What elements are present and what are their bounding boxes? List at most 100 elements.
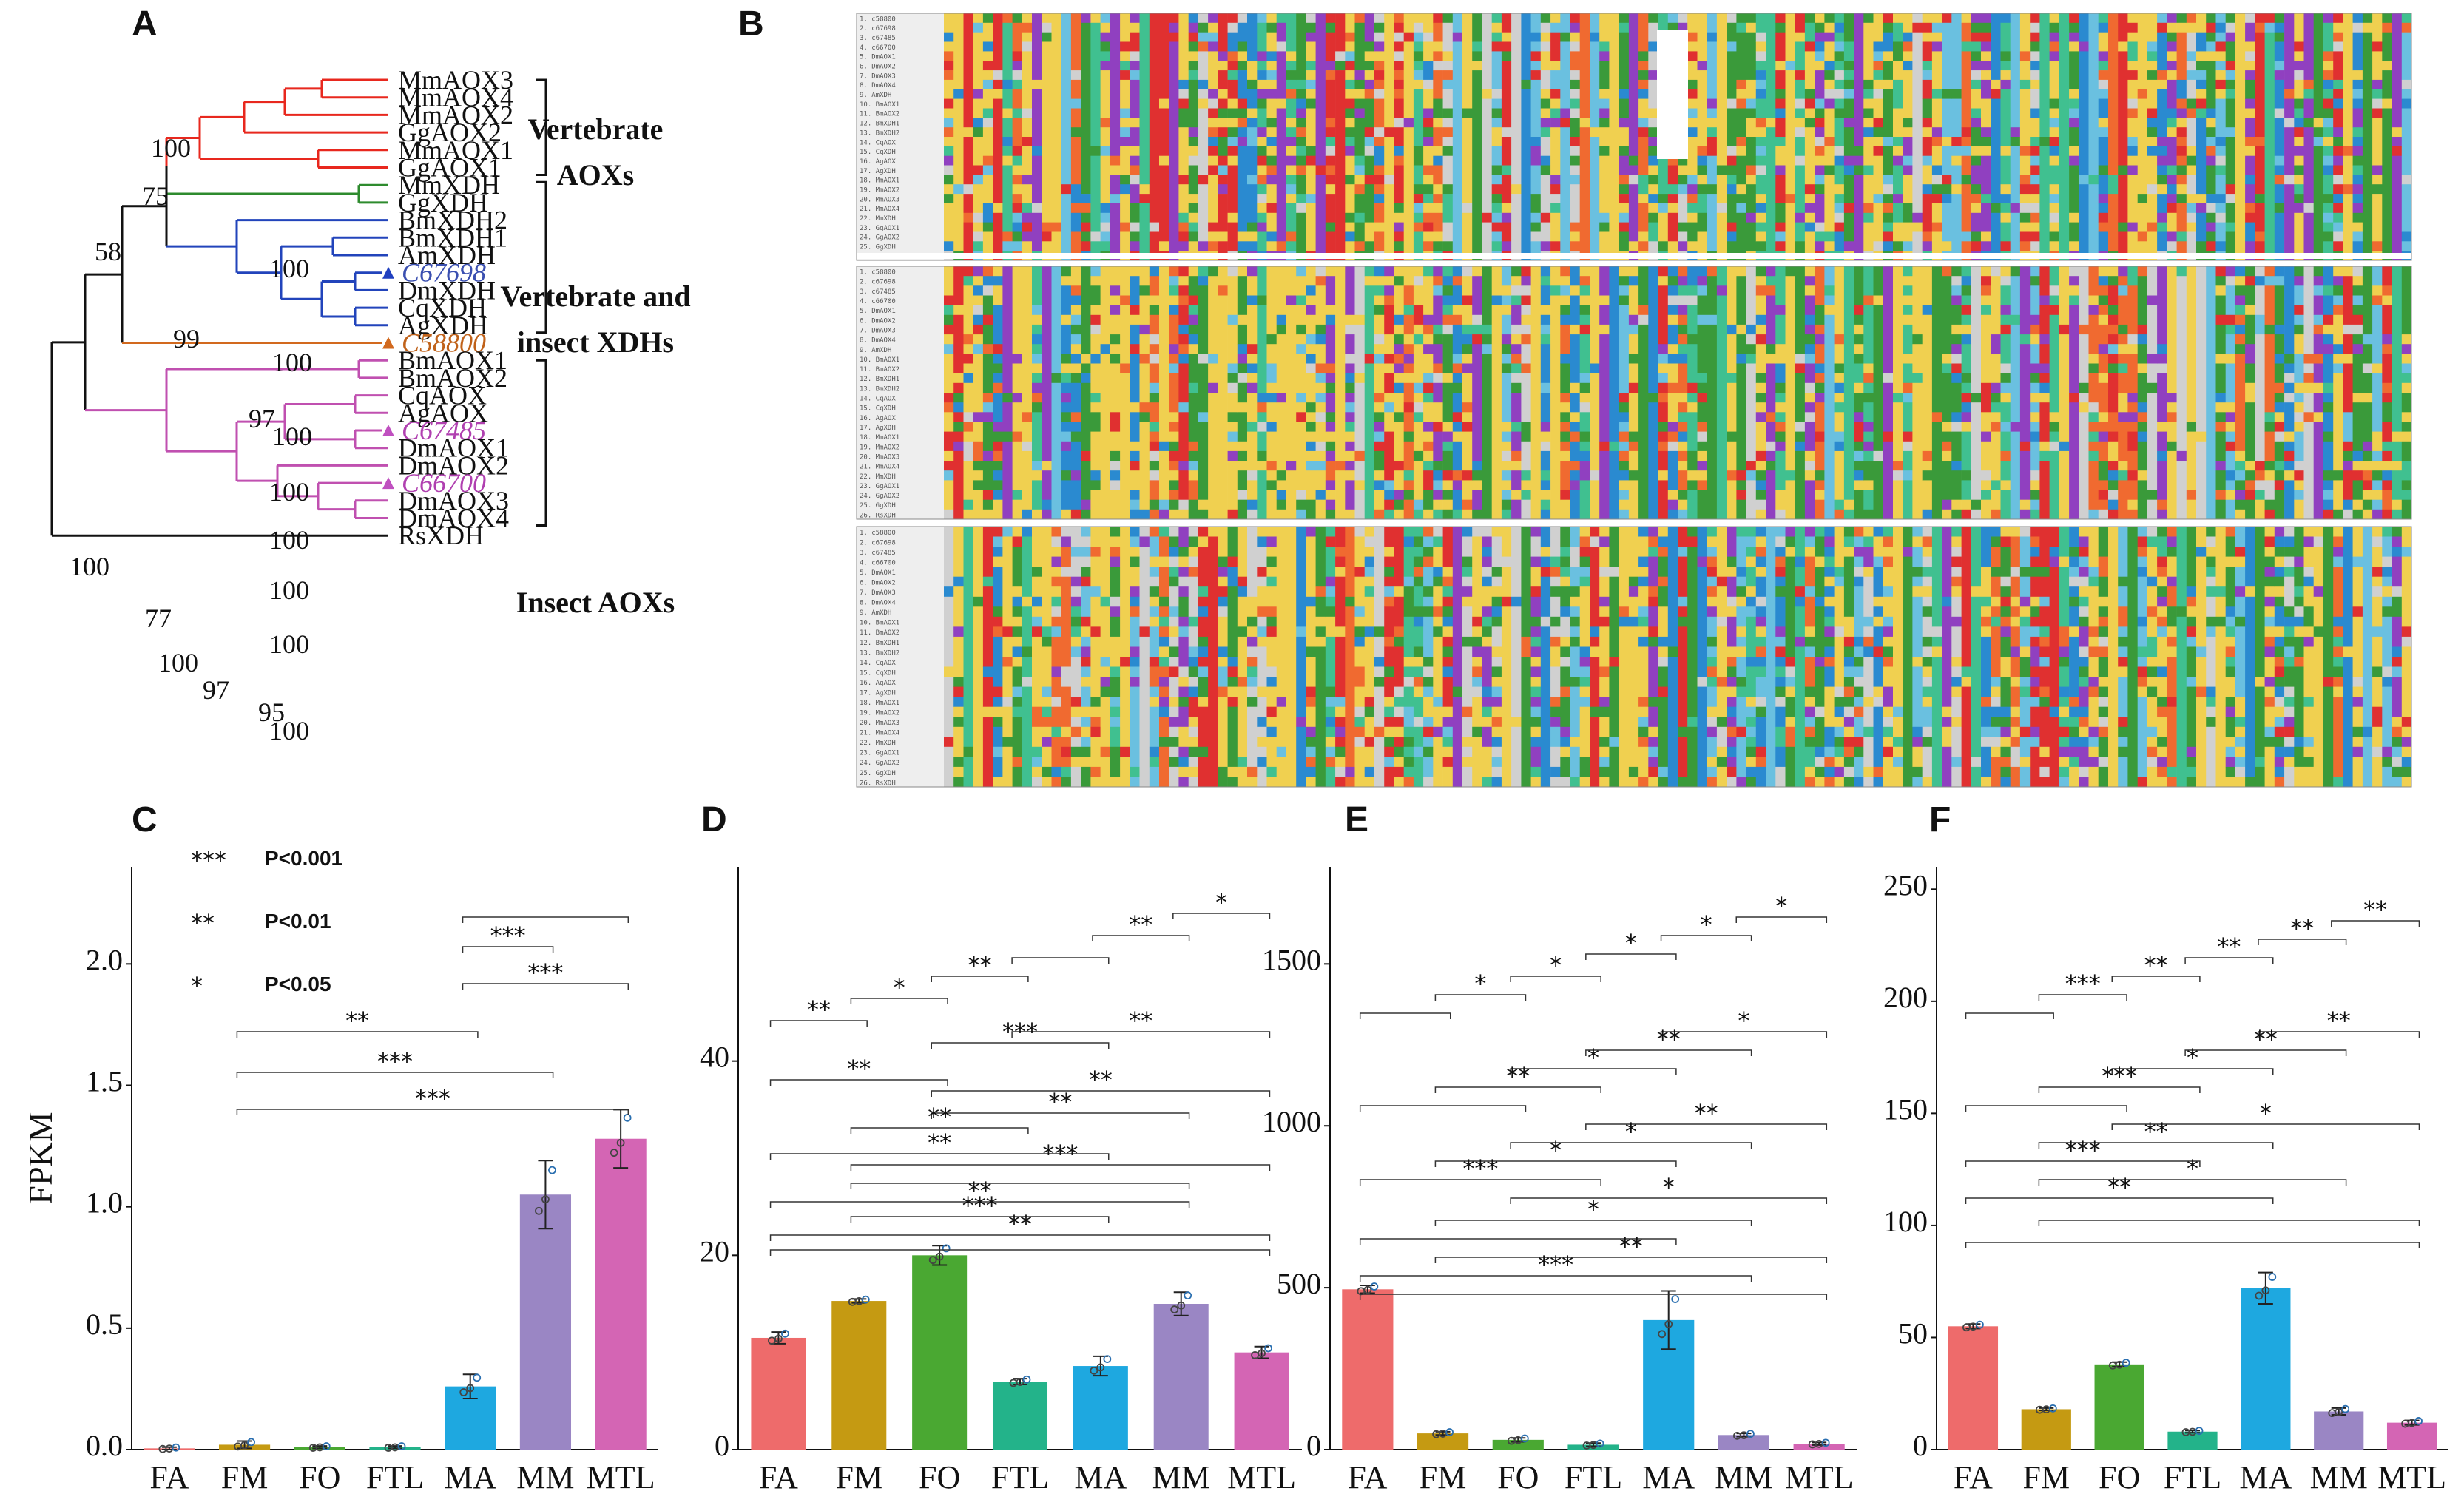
- alignment-residue-block: [1971, 89, 1982, 109]
- alignment-residue-block: [1795, 222, 1806, 242]
- alignment-residue-block: [1090, 155, 1101, 232]
- alignment-residue-block: [1775, 509, 1786, 520]
- alignment-residue-block: [1687, 285, 1698, 296]
- alignment-residue-block: [2030, 51, 2040, 61]
- alignment-residue-block: [1384, 646, 1394, 667]
- alignment-residue-block: [1716, 295, 1727, 520]
- alignment-residue-block: [1413, 616, 1424, 627]
- alignment-residue-block: [1384, 726, 1394, 737]
- alignment-residue-block: [1482, 726, 1493, 748]
- alignment-residue-block: [2274, 266, 2285, 277]
- alignment-residue-block: [1638, 305, 1649, 316]
- alignment-residue-block: [2030, 285, 2040, 316]
- alignment-sequence-label: 12. BmXDH1: [860, 640, 899, 647]
- alignment-residue-block: [963, 127, 974, 138]
- alignment-residue-block: [2049, 155, 2060, 166]
- alignment-residue-block: [1433, 547, 1443, 567]
- alignment-residue-block: [2039, 137, 2050, 147]
- alignment-residue-block: [1648, 203, 1658, 214]
- alignment-residue-block: [1815, 241, 1825, 251]
- alignment-residue-block: [1325, 746, 1336, 757]
- alignment-residue-block: [1374, 70, 1385, 81]
- alignment-residue-block: [1335, 706, 1346, 717]
- alignment-residue-block: [1795, 441, 1806, 452]
- alignment-residue-block: [1354, 536, 1366, 567]
- alignment-residue-block: [2245, 305, 2255, 316]
- alignment-residue-block: [1110, 777, 1121, 788]
- alignment-residue-block: [2255, 285, 2265, 316]
- alignment-residue-block: [1423, 344, 1434, 354]
- alignment-residue-block: [1697, 382, 1708, 393]
- alignment-residue-block: [2000, 431, 2011, 452]
- alignment-residue-block: [2196, 79, 2207, 90]
- alignment-residue-block: [1139, 547, 1150, 627]
- alignment-residue-block: [1296, 717, 1306, 728]
- alignment-residue-block: [1922, 13, 1933, 24]
- alignment-residue-block: [1931, 422, 1942, 520]
- alignment-residue-block: [1061, 567, 1072, 578]
- alignment-residue-block: [1482, 536, 1493, 547]
- alignment-residue-block: [1981, 51, 1991, 61]
- alignment-residue-block: [1903, 382, 1913, 393]
- alignment-residue-block: [1413, 757, 1424, 788]
- alignment-residue-block: [1257, 726, 1267, 737]
- alignment-residue-block: [1394, 285, 1404, 316]
- alignment-residue-block: [2059, 266, 2070, 325]
- alignment-residue-block: [2186, 431, 2197, 490]
- alignment-residue-block: [1658, 266, 1669, 277]
- alignment-residue-block: [2382, 295, 2392, 306]
- alignment-residue-block: [2019, 509, 2031, 520]
- alignment-residue-block: [1678, 165, 1688, 175]
- alignment-residue-block: [1775, 89, 1786, 99]
- alignment-residue-block: [1169, 412, 1179, 422]
- alignment-residue-block: [1423, 184, 1434, 195]
- alignment-residue-block: [1257, 295, 1267, 306]
- alignment-residue-block: [1442, 596, 1454, 607]
- alignment-residue-block: [1658, 470, 1669, 481]
- alignment-residue-block: [1442, 79, 1454, 90]
- alignment-residue-block: [1452, 686, 1463, 697]
- alignment-residue-block: [1051, 547, 1062, 557]
- alignment-residue-block: [1981, 155, 1991, 195]
- alignment-residue-block: [1276, 402, 1287, 471]
- tree-taxon-label: GgAOX1: [398, 153, 502, 183]
- alignment-residue-block: [2137, 470, 2148, 481]
- alignment-residue-block: [2137, 373, 2148, 403]
- alignment-residue-block: [1110, 412, 1121, 432]
- alignment-residue-block: [2108, 13, 2119, 175]
- alignment-residue-block: [944, 146, 954, 156]
- alignment-residue-block: [1022, 222, 1033, 232]
- alignment-residue-block: [1306, 155, 1316, 166]
- alignment-residue-block: [1472, 490, 1482, 510]
- alignment-residue-block: [1991, 382, 2001, 393]
- alignment-residue-block: [1120, 363, 1130, 374]
- alignment-residue-block: [1198, 536, 1209, 547]
- alignment-residue-block: [1843, 203, 1854, 214]
- alignment-residue-block: [1403, 334, 1414, 345]
- alignment-residue-block: [1521, 266, 1531, 277]
- alignment-residue-block: [1286, 461, 1297, 471]
- alignment-residue-block: [1570, 606, 1581, 618]
- alignment-residue-block: [2392, 155, 2403, 261]
- alignment-residue-block: [1286, 194, 1297, 204]
- alignment-residue-block: [1081, 509, 1091, 520]
- alignment-residue-block: [1364, 697, 1375, 708]
- alignment-residue-block: [1550, 586, 1561, 598]
- alignment-residue-block: [2333, 175, 2343, 185]
- alignment-residue-block: [1051, 677, 1062, 697]
- alignment-residue-block: [1912, 222, 1923, 232]
- alignment-residue-block: [1188, 536, 1199, 547]
- alignment-residue-block: [2352, 266, 2363, 277]
- alignment-residue-block: [1130, 155, 1140, 166]
- alignment-residue-block: [1384, 766, 1394, 788]
- alignment-residue-block: [1296, 402, 1306, 413]
- alignment-residue-block: [1188, 127, 1199, 138]
- alignment-residue-block: [1511, 461, 1522, 471]
- alignment-residue-block: [2176, 450, 2187, 461]
- alignment-residue-block: [2108, 470, 2119, 481]
- alignment-residue-block: [1716, 285, 1727, 296]
- alignment-residue-block: [2127, 165, 2138, 175]
- alignment-residue-block: [1599, 527, 1610, 537]
- alignment-residue-block: [1491, 706, 1502, 717]
- alignment-residue-block: [1628, 175, 1639, 185]
